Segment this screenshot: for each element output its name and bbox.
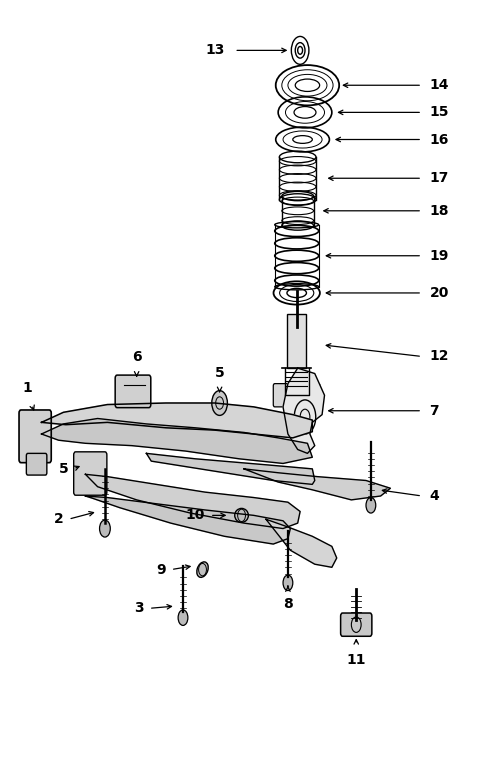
Text: 5: 5 [59,462,68,476]
FancyBboxPatch shape [115,375,151,408]
Text: 4: 4 [429,489,439,503]
Polygon shape [41,418,312,463]
Polygon shape [283,368,325,453]
FancyBboxPatch shape [305,384,320,407]
Polygon shape [266,519,337,567]
Polygon shape [244,469,390,500]
Circle shape [87,456,103,481]
Polygon shape [85,496,290,544]
Text: 9: 9 [156,563,166,577]
Circle shape [100,520,110,537]
Text: 15: 15 [429,105,449,119]
Text: 5: 5 [215,366,224,380]
Circle shape [212,391,227,415]
FancyBboxPatch shape [287,314,306,368]
Text: 17: 17 [429,171,449,185]
Polygon shape [41,403,312,438]
FancyBboxPatch shape [341,613,372,636]
Text: 13: 13 [205,43,224,57]
FancyBboxPatch shape [74,452,107,495]
Text: 7: 7 [429,404,439,418]
Ellipse shape [197,562,208,577]
Circle shape [283,575,293,591]
Text: 11: 11 [346,653,366,666]
Ellipse shape [235,508,248,522]
Circle shape [178,610,188,625]
Text: 19: 19 [429,249,449,263]
Text: 10: 10 [185,508,205,522]
Text: 8: 8 [283,597,293,611]
Text: 1: 1 [22,381,32,395]
Text: 6: 6 [132,350,142,364]
FancyBboxPatch shape [19,410,51,463]
Text: 3: 3 [134,601,144,615]
Text: 18: 18 [429,204,449,218]
Text: 12: 12 [429,350,449,363]
Text: 20: 20 [429,286,449,300]
Text: 2: 2 [54,512,63,526]
Text: 14: 14 [429,78,449,92]
Circle shape [366,498,376,513]
FancyBboxPatch shape [26,453,47,475]
Polygon shape [85,474,300,529]
Text: 16: 16 [429,133,449,146]
FancyBboxPatch shape [273,384,288,407]
Polygon shape [146,453,315,484]
